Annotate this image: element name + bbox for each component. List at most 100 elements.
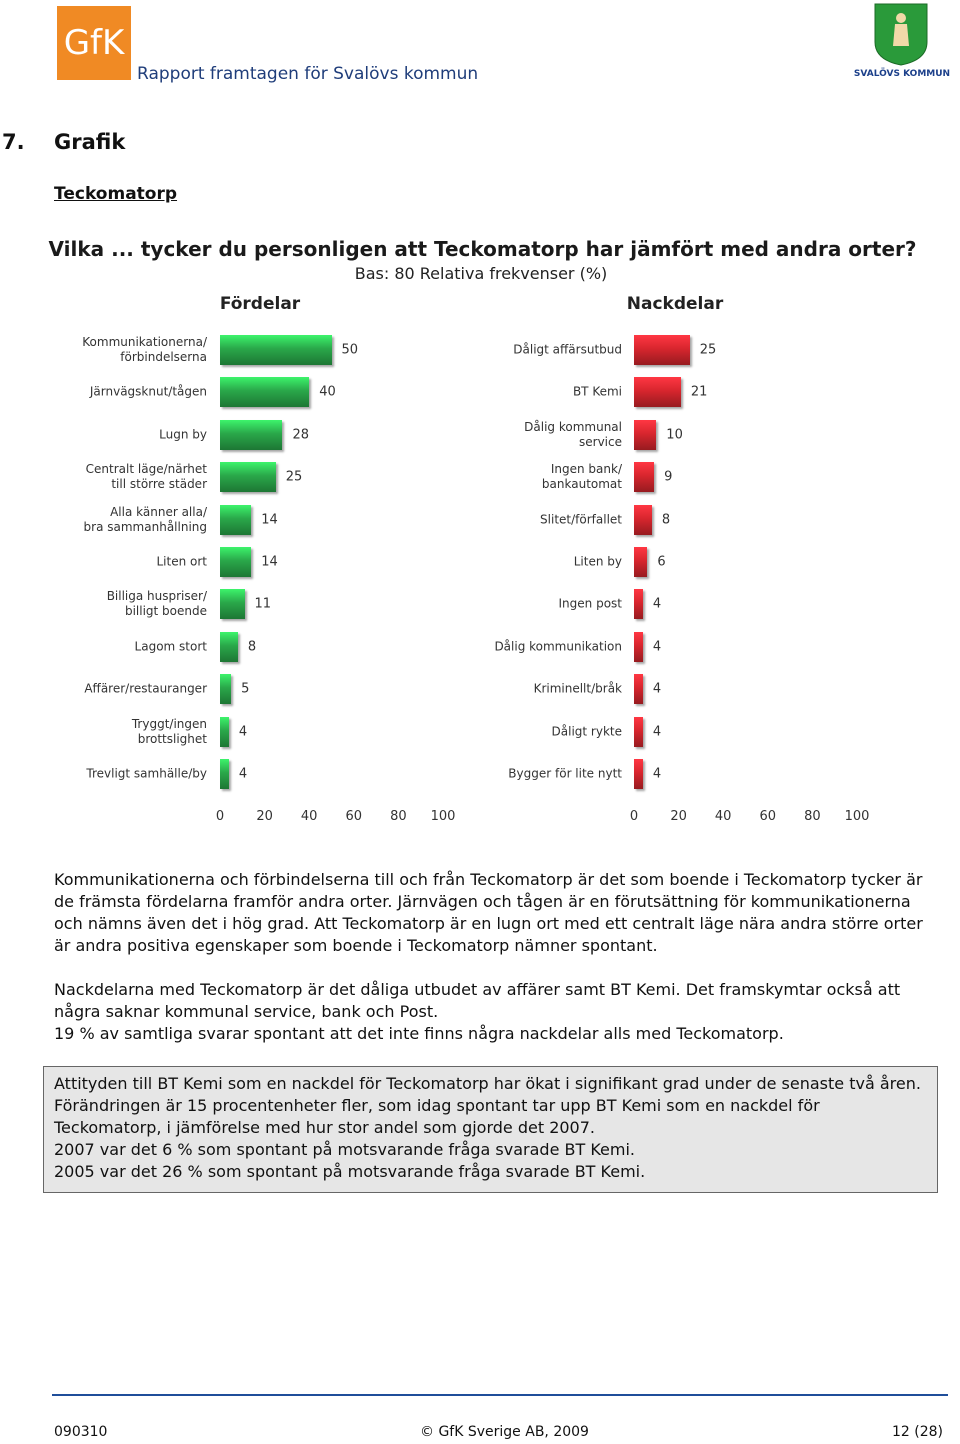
crest: [874, 3, 928, 66]
value-label: 25: [699, 342, 717, 358]
paragraph: 19 % av samtliga svarar spontant att det…: [54, 1024, 784, 1043]
category-label: Alla känner alla/ bra sammanhållning: [83, 504, 207, 534]
value-label: 21: [690, 384, 708, 400]
bar: [220, 419, 283, 450]
x-tick-label: 60: [759, 809, 777, 824]
category-label: Billiga huspriser/ billigt boende: [106, 589, 207, 619]
value-label: 28: [292, 427, 309, 443]
value-label: 8: [247, 639, 257, 655]
value-label: 10: [666, 427, 683, 443]
category-label: Lugn by: [159, 427, 207, 442]
category-label: Kommunikationerna/ förbindelserna: [82, 335, 207, 364]
x-tick-label: 0: [215, 809, 225, 824]
footer-page: 12 (28): [892, 1424, 944, 1440]
value-label: 4: [652, 639, 662, 655]
x-tick-label: 80: [390, 809, 407, 824]
gfk-logo: GfK: [57, 6, 131, 80]
category-label: Liten by: [573, 554, 622, 569]
note-box: Attityden till BT Kemi som en nackdel fö…: [43, 1066, 938, 1193]
bar: [634, 462, 655, 493]
value-label: 4: [652, 596, 662, 612]
category-label: Liten ort: [156, 554, 207, 569]
figure-subtitle: Bas: 80 Relativa frekvenser (%): [354, 264, 608, 283]
report-title: Rapport framtagen för Svalövs kommun: [137, 64, 479, 84]
x-tick-label: 60: [345, 809, 363, 824]
value-label: 25: [285, 469, 303, 485]
footer-copyright: © GfK Sverige AB, 2009: [420, 1424, 589, 1440]
value-label: 8: [661, 512, 671, 528]
x-tick-label: 0: [629, 809, 639, 824]
paragraph: Nackdelarna med Teckomatorp är det dålig…: [54, 980, 901, 1021]
footer-rule: [52, 1394, 948, 1396]
value-label: 4: [652, 681, 662, 697]
category-label: Dåligt rykte: [551, 724, 622, 739]
value-label: 6: [657, 554, 666, 570]
value-label: 4: [238, 724, 248, 740]
paragraph: Kommunikationerna och förbindelserna til…: [54, 870, 923, 955]
bar: [634, 674, 643, 705]
x-tick-label: 20: [670, 809, 687, 824]
category-label: Affärer/restauranger: [84, 681, 207, 696]
footer-date: 090310: [54, 1424, 108, 1440]
value-label: 14: [261, 554, 278, 570]
category-label: Centralt läge/närhet till större städer: [85, 462, 207, 492]
category-label: Järnvägsknut/tågen: [89, 384, 207, 399]
bar: [634, 547, 648, 577]
bar: [634, 504, 652, 535]
category-label: Dålig kommunal service: [524, 419, 622, 449]
category-label: BT Kemi: [572, 384, 622, 399]
x-tick-label: 20: [256, 809, 273, 824]
bar: [220, 674, 232, 705]
value-label: 40: [319, 384, 336, 400]
value-label: 14: [261, 512, 278, 528]
note-line: 2007 var det 6 % som spontant på motsvar…: [54, 1140, 635, 1159]
bar: [634, 589, 643, 620]
bar: [634, 335, 690, 365]
category-label: Ingen post: [558, 596, 622, 611]
x-tick-label: 40: [714, 809, 732, 824]
subsection-title: Teckomatorp: [54, 184, 178, 204]
category-label: Ingen bank/ bankautomat: [541, 462, 622, 492]
chart-title: Fördelar: [219, 294, 301, 314]
x-tick-label: 100: [844, 809, 870, 824]
bar: [634, 759, 643, 789]
bar: [220, 377, 310, 408]
bar: [634, 631, 643, 662]
value-label: 4: [652, 766, 662, 782]
value-label: 11: [254, 596, 272, 612]
x-tick-label: 80: [804, 809, 821, 824]
section-number: 7.: [2, 130, 25, 154]
bar: [220, 631, 238, 662]
bar: [220, 462, 276, 493]
bar: [220, 589, 245, 620]
bar: [220, 547, 252, 577]
note-line: Attityden till BT Kemi som en nackdel fö…: [54, 1074, 921, 1137]
category-label: Bygger för lite nytt: [508, 766, 622, 781]
crest-text: SVALÖVS KOMMUN: [853, 69, 951, 79]
x-tick-label: 100: [430, 809, 456, 824]
bar: [634, 419, 657, 450]
value-label: 4: [238, 766, 248, 782]
category-label: Dålig kommunikation: [494, 639, 622, 654]
value-label: 4: [652, 724, 662, 740]
chart-title: Nackdelar: [626, 294, 724, 314]
category-label: Dåligt affärsutbud: [513, 342, 622, 357]
category-label: Slitet/förfallet: [540, 512, 622, 527]
x-tick-label: 40: [300, 809, 318, 824]
value-label: 5: [241, 681, 250, 697]
category-label: Lagom stort: [134, 639, 207, 654]
bar: [220, 759, 229, 789]
category-label: Kriminellt/bråk: [533, 681, 622, 696]
bar: [634, 716, 643, 747]
note-line: 2005 var det 26 % som spontant på motsva…: [54, 1162, 646, 1181]
section-title: Grafik: [54, 130, 126, 154]
category-label: Tryggt/ingen brottslighet: [131, 716, 207, 746]
figure-title: Vilka ... tycker du personligen att Teck…: [48, 237, 917, 261]
bar: [220, 335, 332, 365]
value-label: 9: [664, 469, 673, 485]
bar: [634, 377, 681, 408]
bar: [220, 504, 252, 535]
bar: [220, 716, 229, 747]
category-label: Trevligt samhälle/by: [86, 766, 207, 781]
